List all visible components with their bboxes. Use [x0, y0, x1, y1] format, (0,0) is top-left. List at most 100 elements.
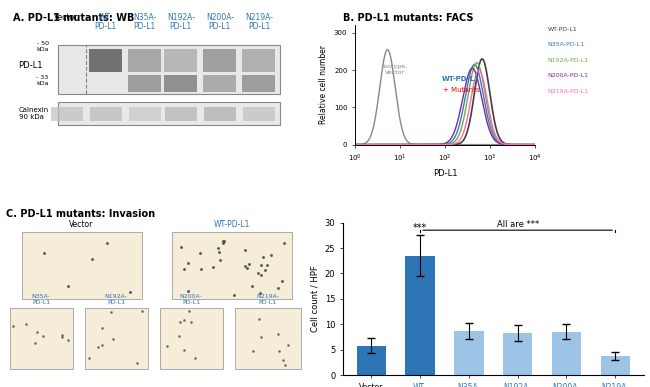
FancyBboxPatch shape	[243, 107, 275, 122]
Text: + Mutants: + Mutants	[443, 87, 479, 93]
Point	[137, 308, 148, 314]
Text: N192A-PD-L1: N192A-PD-L1	[547, 58, 588, 63]
Text: PD-L1: PD-L1	[134, 22, 156, 31]
Point	[84, 355, 94, 361]
Point	[218, 238, 228, 244]
Point	[255, 262, 266, 269]
Point	[32, 329, 42, 335]
FancyBboxPatch shape	[128, 75, 161, 92]
Point	[240, 263, 250, 269]
Point	[183, 308, 194, 315]
Point	[183, 288, 194, 294]
Y-axis label: Relative cell number: Relative cell number	[319, 46, 328, 125]
Point	[246, 283, 257, 289]
Point	[63, 283, 73, 289]
Point	[183, 260, 193, 266]
Point	[39, 250, 49, 256]
FancyBboxPatch shape	[10, 308, 73, 369]
FancyBboxPatch shape	[84, 308, 148, 369]
Text: N219A-
PD-L1: N219A- PD-L1	[256, 294, 280, 305]
Point	[108, 336, 118, 342]
Point	[101, 240, 112, 246]
Text: Vector: Vector	[70, 220, 94, 229]
Point	[215, 257, 226, 263]
Point	[253, 270, 263, 276]
Text: PD-L1: PD-L1	[248, 22, 270, 31]
Point	[190, 355, 201, 361]
Point	[218, 240, 228, 247]
FancyBboxPatch shape	[164, 75, 198, 92]
Text: PD-L1: PD-L1	[170, 22, 192, 31]
Point	[261, 262, 272, 268]
Text: - 50
kDa: - 50 kDa	[36, 41, 49, 52]
Point	[21, 320, 31, 327]
Text: A. PD-L1 mutants: WB: A. PD-L1 mutants: WB	[12, 13, 134, 23]
Text: WT-PD-L1: WT-PD-L1	[214, 220, 250, 229]
Text: ***: ***	[413, 223, 427, 233]
Point	[178, 317, 188, 324]
Text: PD-L1: PD-L1	[94, 22, 117, 31]
Point	[93, 344, 103, 351]
Point	[97, 325, 107, 331]
Bar	[357, 346, 386, 375]
FancyBboxPatch shape	[242, 75, 276, 92]
Point	[57, 332, 68, 339]
FancyBboxPatch shape	[58, 102, 280, 125]
Point	[257, 254, 268, 260]
Point	[132, 360, 142, 366]
FancyBboxPatch shape	[90, 107, 122, 122]
Point	[62, 337, 73, 343]
Point	[31, 340, 41, 346]
Text: WT-PD-L1: WT-PD-L1	[547, 27, 577, 32]
Point	[213, 245, 223, 251]
Point	[278, 357, 288, 363]
Point	[57, 334, 68, 341]
Text: N35A-: N35A-	[133, 13, 157, 22]
FancyBboxPatch shape	[129, 107, 161, 122]
Y-axis label: Cell count / HPF: Cell count / HPF	[310, 265, 319, 332]
Point	[218, 238, 229, 244]
Text: N35A-
PD-L1: N35A- PD-L1	[32, 294, 51, 305]
Point	[106, 308, 116, 315]
Point	[276, 278, 287, 284]
Point	[282, 342, 293, 348]
Point	[186, 319, 196, 325]
Point	[174, 333, 185, 339]
Text: Isotype,
Vector: Isotype, Vector	[382, 64, 408, 75]
Text: N219A-: N219A-	[245, 13, 273, 22]
FancyBboxPatch shape	[204, 107, 236, 122]
Point	[265, 252, 276, 259]
Point	[260, 267, 270, 273]
Text: PD-L1: PD-L1	[18, 62, 43, 70]
Text: B. PD-L1 mutants: FACS: B. PD-L1 mutants: FACS	[343, 13, 474, 23]
Point	[239, 247, 250, 253]
FancyBboxPatch shape	[203, 75, 237, 92]
Point	[178, 266, 188, 272]
Text: N219A-PD-L1: N219A-PD-L1	[547, 89, 588, 94]
FancyBboxPatch shape	[172, 232, 292, 299]
Bar	[406, 256, 435, 375]
FancyBboxPatch shape	[51, 107, 83, 122]
Point	[254, 316, 265, 322]
Point	[272, 331, 283, 337]
FancyBboxPatch shape	[235, 308, 301, 369]
Point	[256, 334, 266, 341]
Point	[98, 342, 108, 348]
Point	[194, 250, 205, 257]
Point	[273, 285, 283, 291]
FancyBboxPatch shape	[160, 308, 223, 369]
Bar	[503, 333, 532, 375]
Bar	[552, 332, 581, 375]
Point	[176, 244, 186, 250]
Point	[38, 333, 48, 339]
FancyBboxPatch shape	[21, 232, 142, 299]
Text: N35A-PD-L1: N35A-PD-L1	[547, 42, 584, 47]
Point	[255, 272, 266, 279]
FancyBboxPatch shape	[58, 45, 280, 94]
FancyBboxPatch shape	[203, 49, 237, 72]
Text: All are ***: All are ***	[497, 220, 539, 229]
Text: N200A-: N200A-	[206, 13, 234, 22]
Point	[208, 264, 218, 270]
Text: N192A-: N192A-	[167, 13, 195, 22]
Text: N200A-PD-L1: N200A-PD-L1	[547, 73, 588, 78]
